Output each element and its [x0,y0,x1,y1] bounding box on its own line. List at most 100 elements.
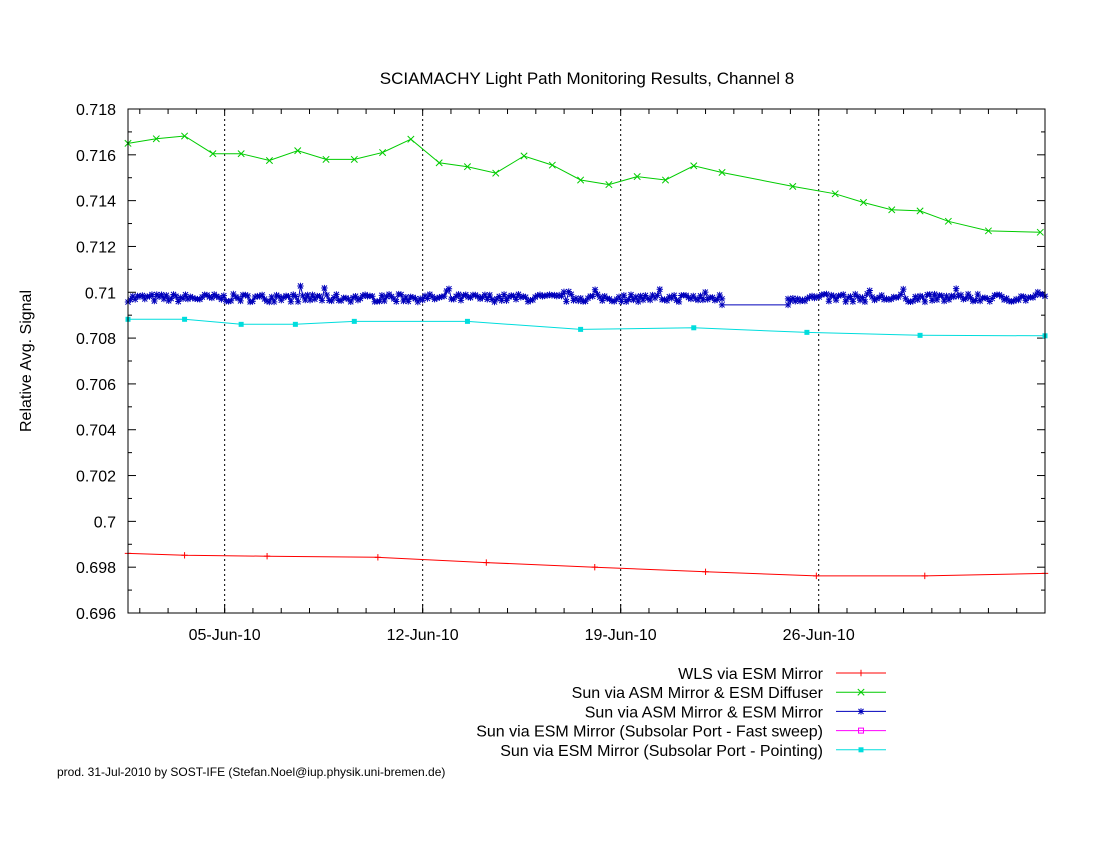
series-marker [244,292,251,300]
series-marker [225,298,232,305]
series-marker [134,292,141,300]
series-marker [856,297,864,304]
series-marker [945,296,953,303]
series-marker [220,292,228,299]
series-marker [661,296,668,303]
series-marker [691,325,697,331]
series-marker [796,298,804,305]
series-marker [321,284,328,292]
series-marker [789,182,797,190]
series-marker [189,294,196,302]
series-marker [238,321,244,327]
series-marker [181,132,189,140]
series-marker [943,292,950,300]
series-marker [589,293,596,300]
series-marker [463,163,472,171]
legend-label: Sun via ASM Mirror & ESM Mirror [585,704,824,721]
series-marker [496,293,503,300]
series-marker [546,291,553,298]
series-marker [213,293,220,300]
series-marker [649,291,656,299]
series-marker [832,296,840,304]
series-marker [630,296,637,304]
series-marker [670,292,678,299]
series-marker [921,298,929,306]
series-marker [690,162,698,170]
series-marker [1003,295,1010,302]
series-marker [532,293,539,301]
series-marker [419,296,426,304]
series-marker [928,297,936,304]
legend-marker [857,688,865,696]
series-marker [457,297,465,304]
y-tick-label: 0.698 [76,560,116,577]
series-marker [148,291,156,298]
series-marker [322,155,330,163]
series-marker [702,288,709,296]
series-marker [702,568,709,575]
series-marker [208,294,216,302]
series-marker [172,292,180,300]
series-marker [871,296,878,304]
series-marker [663,297,671,304]
series-marker [270,298,278,306]
series-marker [498,297,505,304]
series-marker [330,294,338,301]
series-marker [251,293,259,301]
series-marker [916,292,924,300]
series-marker [311,295,319,303]
series-marker [955,293,962,300]
series-marker [818,291,825,299]
series-marker [981,294,989,301]
series-marker [823,290,830,298]
series-marker [685,294,692,301]
series-marker [280,294,287,301]
series-marker [486,291,493,299]
series-marker [938,292,945,299]
series-marker [972,297,979,304]
series-marker [711,297,719,304]
series-marker [299,292,307,300]
series-marker [632,293,640,301]
series-marker [357,295,364,302]
series-marker [409,294,417,301]
series-marker [673,296,680,304]
legend-label: WLS via ESM Mirror [678,666,824,683]
series-marker [962,295,969,302]
series-marker [878,292,885,299]
series-marker [957,291,965,299]
series-marker [431,296,438,303]
series-marker [351,318,357,324]
series-marker [699,296,707,304]
series-marker [687,295,695,303]
series-marker [637,292,644,300]
series-marker [984,227,992,235]
series-marker [237,297,244,305]
chart-title: SCIAMACHY Light Path Monitoring Results,… [380,69,795,88]
series-marker [481,291,489,298]
series-marker [503,297,510,304]
series-marker [534,292,541,299]
series-marker [618,298,625,305]
series-marker [400,297,407,305]
series-marker [986,298,993,305]
series-marker [931,290,938,298]
series-marker [407,135,415,143]
series-marker [287,298,295,305]
series-marker [294,298,302,305]
series-marker [675,298,683,306]
series-marker [960,296,967,303]
series-marker [167,295,175,302]
series-marker [885,296,893,303]
series-marker [890,293,897,301]
series-marker [565,288,572,295]
series-marker [182,316,188,322]
series-marker [950,293,957,301]
series-marker [1036,228,1044,236]
series-marker [517,294,525,301]
series-1 [124,550,1049,580]
legend-label: Sun via ASM Mirror & ESM Diffuser [572,685,824,702]
series-marker [718,295,726,303]
series-marker [844,294,852,302]
series-marker [484,296,491,303]
